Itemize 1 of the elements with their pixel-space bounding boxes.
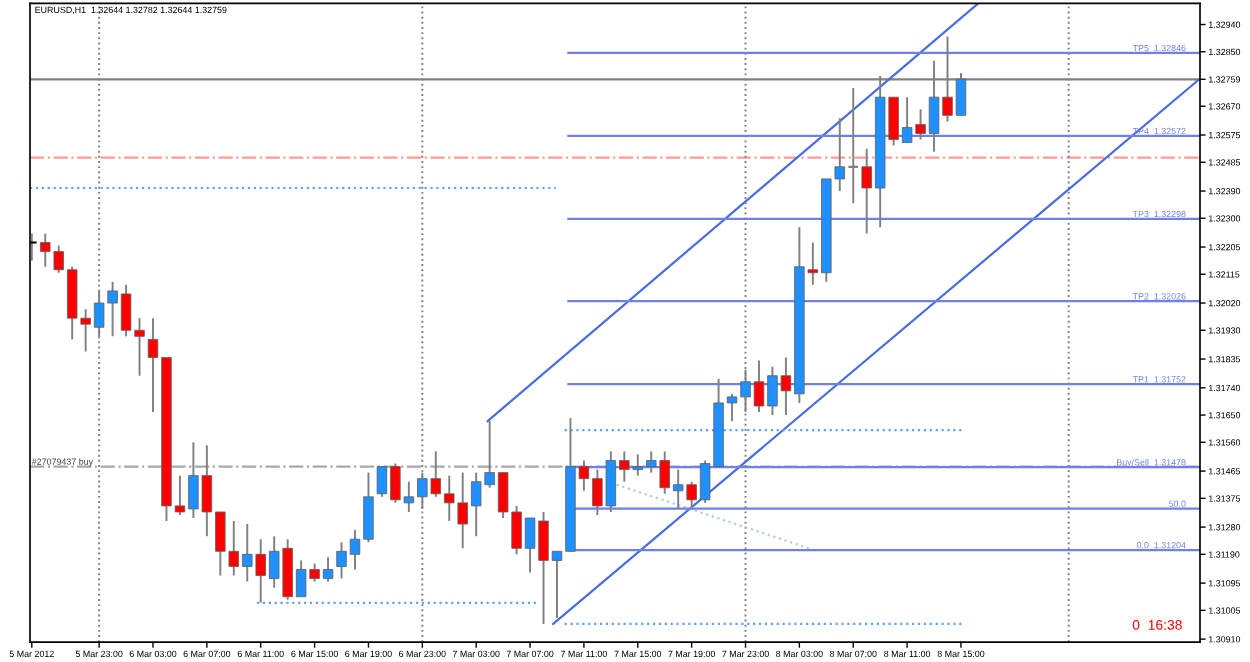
candlestick (847, 87, 860, 205)
